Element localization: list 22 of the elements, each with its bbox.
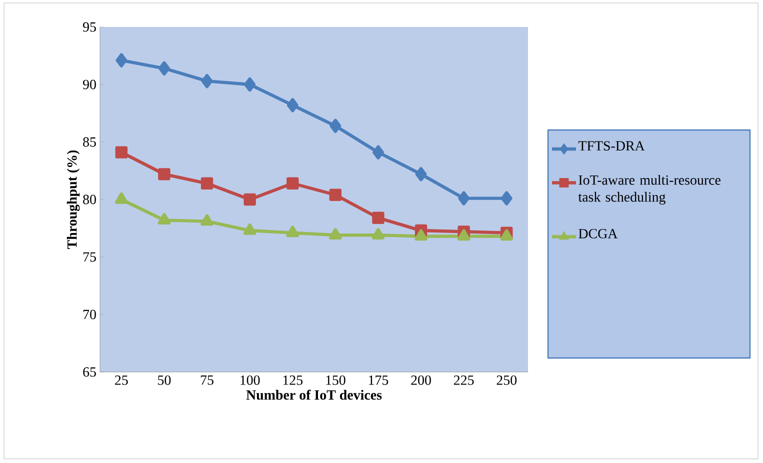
- x-tick-label: 100: [240, 376, 260, 385]
- x-tick-label: 75: [200, 375, 214, 385]
- x-tick-label: 200: [411, 376, 431, 385]
- y-tick-label: 70: [83, 310, 96, 320]
- x-tick-label: 125: [283, 376, 303, 385]
- legend-label: IoT-aware multi-resource task scheduling: [578, 174, 720, 205]
- legend-label: DCGA: [578, 228, 618, 238]
- legend-label: TFTS-DRA: [578, 141, 645, 151]
- x-tick-label: 25: [115, 376, 128, 385]
- y-tick-label: 65: [83, 367, 96, 377]
- y-tick-label: 75: [83, 252, 96, 262]
- x-tick-label: 175: [368, 375, 388, 385]
- y-tick-label: 90: [82, 80, 96, 90]
- y-tick-label: 80: [83, 194, 96, 204]
- x-tick-label: 250: [496, 376, 517, 385]
- y-tick-label: 85: [83, 137, 96, 147]
- y-axis-title: Throughput (%): [66, 150, 80, 249]
- x-axis-title: Number of IoT devices: [246, 390, 382, 400]
- x-tick-label: 150: [326, 376, 346, 385]
- x-tick-label: 225: [454, 376, 474, 385]
- y-tick-label: 95: [82, 22, 96, 32]
- x-tick-label: 50: [158, 376, 171, 385]
